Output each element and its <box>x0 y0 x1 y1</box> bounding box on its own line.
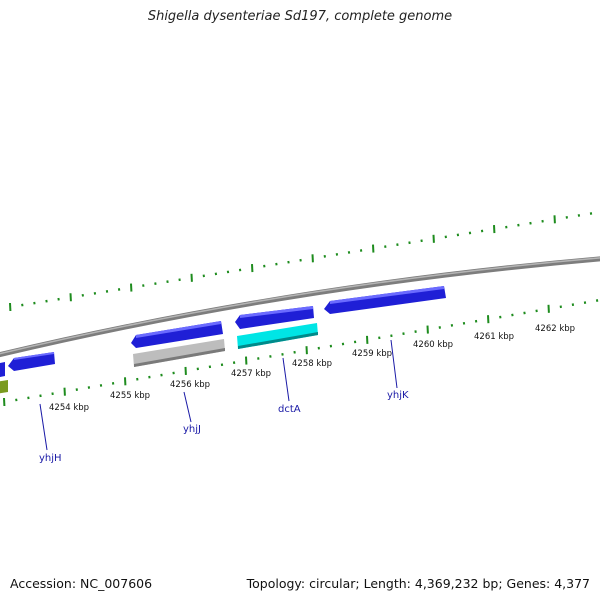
scale-labels: 4254 kbp 4255 kbp 4256 kbp 4257 kbp 4258 kbp… <box>49 324 575 413</box>
scale-label: 4258 kbp <box>292 359 332 369</box>
scale-label: 4261 kbp <box>474 332 514 342</box>
gene-partial-green[interactable] <box>0 380 8 394</box>
scale-label: 4262 kbp <box>535 324 575 334</box>
leader-dctA <box>282 357 290 402</box>
map-title: Shigella dysenteriae Sd197, complete gen… <box>147 9 453 24</box>
accession-label: Accession: NC_007606 <box>10 576 153 591</box>
outer-tick-track <box>9 212 593 312</box>
scale-label: 4260 kbp <box>413 340 453 350</box>
gene-yhjJ-upper[interactable] <box>131 321 223 348</box>
gene-partial-left[interactable] <box>0 362 5 378</box>
gene-label-dctA: dctA <box>278 404 301 415</box>
gene-label-yhjJ: yhjJ <box>183 424 201 435</box>
gene-dctA-upper[interactable] <box>235 306 314 329</box>
scale-label: 4259 kbp <box>352 349 392 359</box>
genome-backbone <box>0 256 600 358</box>
gene-dctA-highlight[interactable] <box>237 323 318 349</box>
leader-yhjH <box>39 403 48 451</box>
genome-summary: Topology: circular; Length: 4,369,232 bp… <box>246 576 590 591</box>
leader-yhjJ <box>183 391 192 423</box>
gene-label-yhjH: yhjH <box>39 453 62 464</box>
scale-label: 4255 kbp <box>110 391 150 401</box>
scale-label: 4254 kbp <box>49 403 89 413</box>
gene-label-yhjK: yhjK <box>387 390 409 401</box>
inner-tick-track <box>3 299 599 407</box>
gene-pseudo-grey[interactable] <box>133 339 225 367</box>
scale-label: 4256 kbp <box>170 380 210 390</box>
gene-yhjH-left[interactable] <box>8 352 55 371</box>
leader-yhjK <box>390 339 398 389</box>
gene-yhjK-upper[interactable] <box>324 286 446 314</box>
scale-label: 4257 kbp <box>231 369 271 379</box>
